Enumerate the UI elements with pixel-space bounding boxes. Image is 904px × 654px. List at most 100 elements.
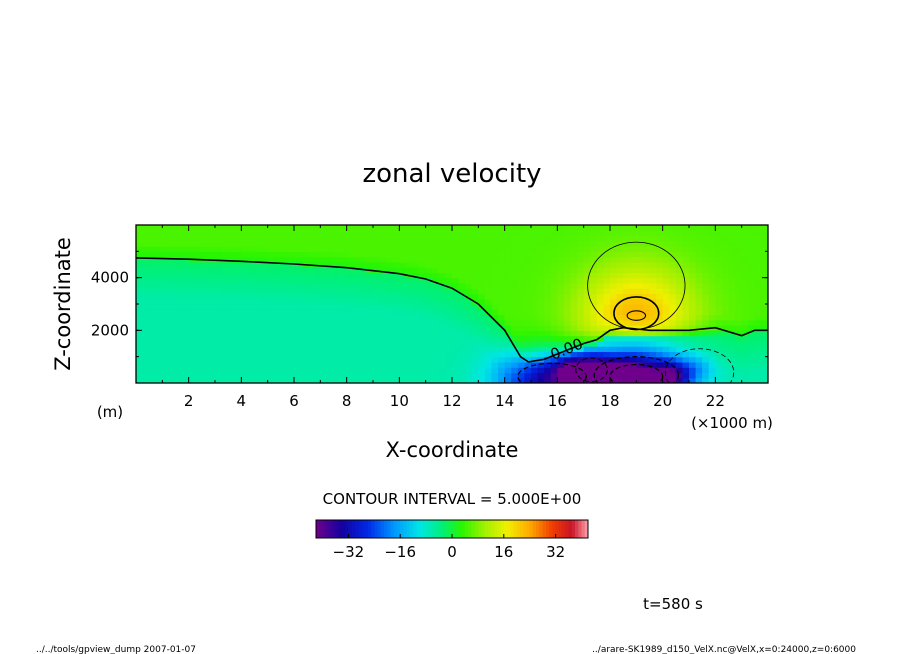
field-cell [735, 240, 743, 247]
field-cell [320, 309, 328, 316]
field-cell [715, 346, 723, 352]
field-cell [583, 372, 591, 379]
field-cell [307, 256, 315, 263]
field-cell [379, 319, 387, 326]
field-cell [300, 361, 308, 368]
field-cell [201, 267, 210, 273]
field-cell [188, 372, 196, 379]
field-cell [353, 319, 361, 326]
field-cell [642, 314, 651, 321]
field-cell [155, 304, 163, 310]
field-cell [201, 293, 210, 300]
field-cell [201, 304, 210, 310]
field-cell [241, 377, 249, 383]
field-cell [300, 251, 308, 258]
field-cell [636, 314, 644, 321]
field-cell [215, 298, 223, 305]
colorbar-swatch [351, 520, 356, 538]
field-cell [748, 367, 756, 374]
field-cell [425, 240, 433, 247]
field-cell [484, 372, 493, 379]
field-cell [675, 340, 684, 347]
field-cell [498, 235, 506, 242]
field-cell [399, 340, 407, 347]
field-cell [596, 282, 605, 289]
field-cell [623, 256, 631, 263]
field-cell [241, 314, 249, 321]
field-cell [695, 235, 703, 242]
field-cell [761, 309, 768, 316]
field-cell [359, 277, 368, 284]
field-cell [445, 298, 453, 305]
field-cell [544, 293, 552, 300]
field-cell [735, 325, 743, 331]
field-cell [412, 340, 420, 347]
field-cell [392, 372, 400, 379]
field-cell [504, 246, 512, 252]
field-cell [590, 225, 598, 231]
field-cell [484, 340, 493, 347]
field-cell [748, 330, 756, 337]
field-cell [234, 288, 242, 295]
field-cell [452, 335, 460, 342]
field-cell [412, 351, 420, 358]
field-cell [175, 325, 183, 331]
field-cell [656, 361, 664, 368]
field-cell [432, 256, 440, 263]
field-cell [557, 309, 565, 316]
field-cell [570, 372, 578, 379]
field-cell [675, 235, 684, 242]
field-cell [136, 235, 144, 242]
field-cell [728, 267, 736, 273]
field-cell [188, 225, 196, 231]
field-cell [425, 325, 433, 331]
field-cell [162, 325, 170, 331]
field-cell [537, 351, 545, 358]
colorbar-swatch [432, 520, 437, 538]
field-cell [149, 309, 157, 316]
field-cell [307, 240, 315, 247]
field-cell [247, 230, 256, 237]
field-cell [544, 261, 552, 268]
field-cell [326, 361, 335, 368]
field-cell [728, 298, 736, 305]
field-cell [386, 261, 394, 268]
field-cell [340, 367, 348, 374]
field-cell [517, 282, 526, 289]
field-cell [228, 314, 236, 321]
field-cell [748, 272, 756, 279]
field-cell [583, 251, 591, 258]
field-cell [215, 277, 223, 284]
field-cell [649, 235, 657, 242]
field-cell [616, 261, 624, 268]
colorbar-swatch [520, 520, 524, 538]
field-cell [524, 256, 532, 263]
field-cell [583, 361, 591, 368]
field-cell [715, 335, 723, 342]
field-cell [662, 314, 670, 321]
field-cell [379, 335, 387, 342]
field-cell [366, 225, 374, 231]
field-cell [287, 361, 295, 368]
field-cell [649, 251, 657, 258]
field-cell [695, 240, 703, 247]
field-cell [294, 319, 302, 326]
field-cell [195, 277, 203, 284]
field-cell [721, 225, 730, 231]
field-cell [432, 282, 440, 289]
field-cell [405, 330, 414, 337]
field-cell [623, 377, 631, 383]
field-cell [353, 309, 361, 316]
field-cell [748, 351, 756, 358]
field-cell [287, 272, 295, 279]
field-cell [300, 319, 308, 326]
field-cell [221, 272, 229, 279]
field-cell [313, 372, 321, 379]
field-cell [452, 246, 460, 252]
field-cell [445, 325, 453, 331]
field-cell [405, 314, 414, 321]
field-cell [491, 330, 499, 337]
field-cell [570, 335, 578, 342]
field-cell [642, 367, 651, 374]
field-cell [570, 235, 578, 242]
